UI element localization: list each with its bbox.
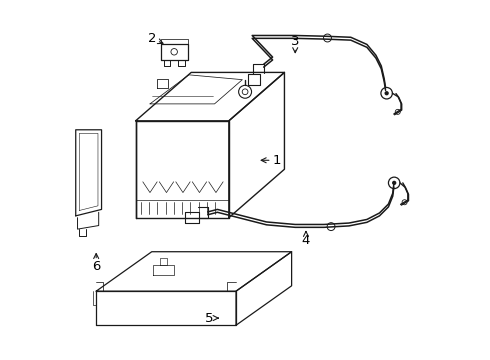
Circle shape [385, 91, 389, 95]
Text: 4: 4 [302, 234, 310, 247]
Circle shape [392, 181, 396, 185]
Text: 3: 3 [291, 35, 299, 49]
Text: 2: 2 [147, 32, 156, 45]
Text: 5: 5 [205, 311, 213, 325]
Text: 6: 6 [92, 260, 100, 273]
Text: 1: 1 [273, 154, 282, 167]
